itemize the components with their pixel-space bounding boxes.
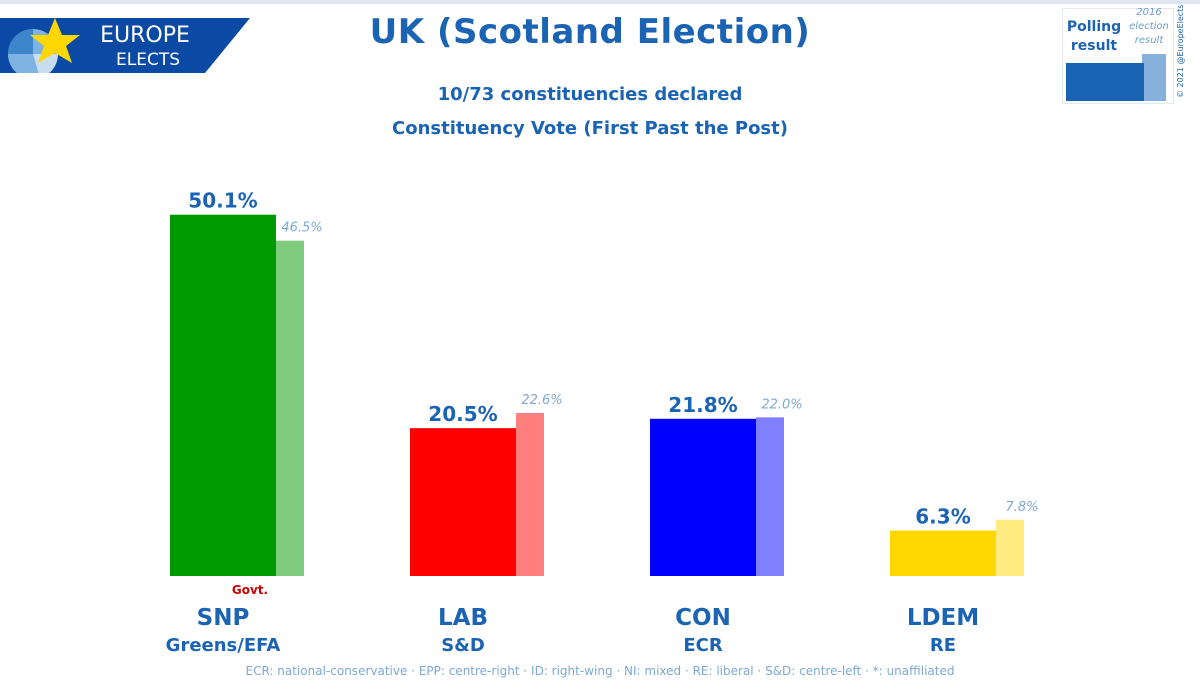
party-label-con: CON (675, 605, 731, 631)
europe-elects-logo: EUROPE ELECTS (0, 18, 250, 73)
globe-segment-1 (8, 29, 33, 54)
group-label-snp: Greens/EFA (166, 635, 281, 656)
value-label-ldem: 6.3% (915, 505, 970, 529)
legend-current-label: Polling result (1066, 19, 1122, 54)
legend-swatches (1062, 8, 1174, 104)
legend-previous-label: 2016 election result (1129, 7, 1169, 46)
group-label-con: ECR (683, 635, 723, 656)
bar-con-polling (650, 418, 756, 576)
group-label-lab: S&D (441, 635, 485, 656)
bar-ldem-polling (890, 530, 996, 576)
group-footnote: ECR: national-conservative · EPP: centre… (245, 664, 955, 678)
bar-con-2016 (756, 417, 784, 576)
party-label-lab: LAB (438, 605, 488, 631)
star-icon (30, 18, 80, 63)
bar-snp-2016 (276, 240, 304, 577)
govt-annotation: Govt. (232, 583, 268, 597)
prev-value-label-ldem: 7.8% (1005, 500, 1038, 515)
prev-value-label-lab: 22.6% (521, 393, 562, 408)
group-label-ldem: RE (930, 635, 956, 656)
page-title: UK (Scotland Election) (369, 12, 811, 52)
globe-segment-2 (33, 54, 58, 73)
bar-ldem-2016 (996, 519, 1024, 576)
bar-snp-polling (170, 214, 276, 577)
legend-current-swatch (1066, 63, 1144, 101)
value-label-snp: 50.1% (188, 189, 257, 213)
party-label-ldem: LDEM (907, 605, 979, 631)
value-label-lab: 20.5% (428, 402, 497, 426)
value-label-con: 21.8% (668, 393, 737, 417)
subtitle-declared: 10/73 constituencies declared (437, 84, 743, 105)
subtitle-vote-type: Constituency Vote (First Past the Post) (392, 118, 788, 139)
legend-previous-swatch (1142, 54, 1166, 101)
top-border (0, 0, 1200, 4)
prev-value-label-snp: 46.5% (281, 221, 322, 236)
logo-line1: EUROPE (100, 23, 190, 48)
logo-banner (0, 18, 250, 73)
bar-lab-2016 (516, 413, 544, 576)
party-label-snp: SNP (197, 605, 250, 631)
prev-value-label-con: 22.0% (761, 397, 802, 412)
bar-lab-polling (410, 428, 516, 576)
logo-line2: ELECTS (116, 50, 180, 70)
